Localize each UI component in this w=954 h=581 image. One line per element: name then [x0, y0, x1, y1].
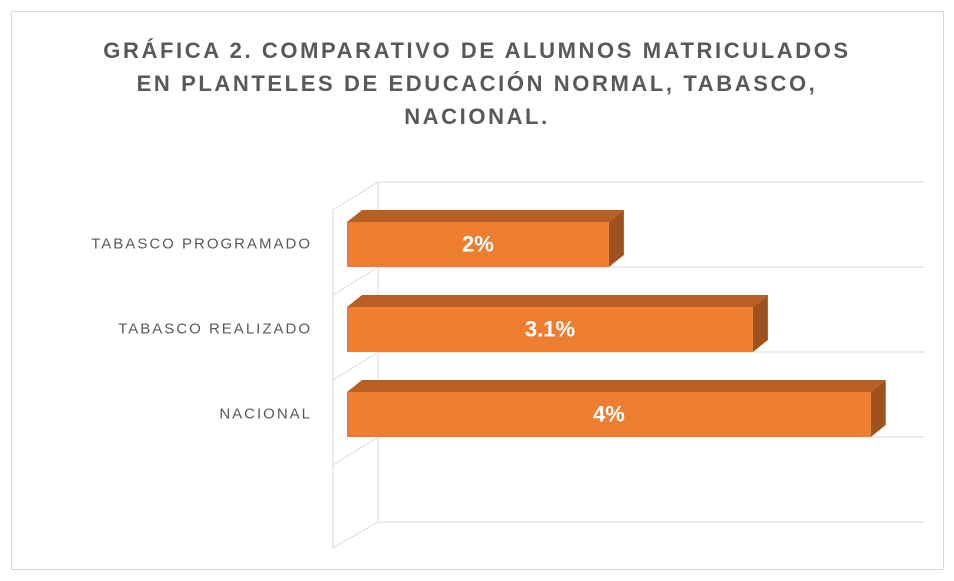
- bar-side: [752, 295, 768, 352]
- data-label: 4%: [593, 401, 625, 426]
- bar: [347, 307, 753, 352]
- y-tick-label: TABASCO PROGRAMADO: [91, 235, 312, 252]
- bar: [347, 222, 609, 267]
- data-label: 2%: [462, 231, 494, 256]
- bar-top: [347, 380, 886, 392]
- data-label: 3.1%: [525, 316, 575, 341]
- chart-border: [11, 11, 944, 570]
- y-tick-label: TABASCO REALIZADO: [118, 320, 312, 337]
- bar-side: [608, 210, 624, 267]
- bar: [347, 392, 871, 437]
- y-tick-label: NACIONAL: [219, 405, 312, 422]
- bar-top: [347, 295, 768, 307]
- bar-top: [347, 210, 624, 222]
- chart-title: GRÁFICA 2. COMPARATIVO DE ALUMNOS MATRIC…: [103, 38, 851, 129]
- bar-side: [870, 380, 886, 437]
